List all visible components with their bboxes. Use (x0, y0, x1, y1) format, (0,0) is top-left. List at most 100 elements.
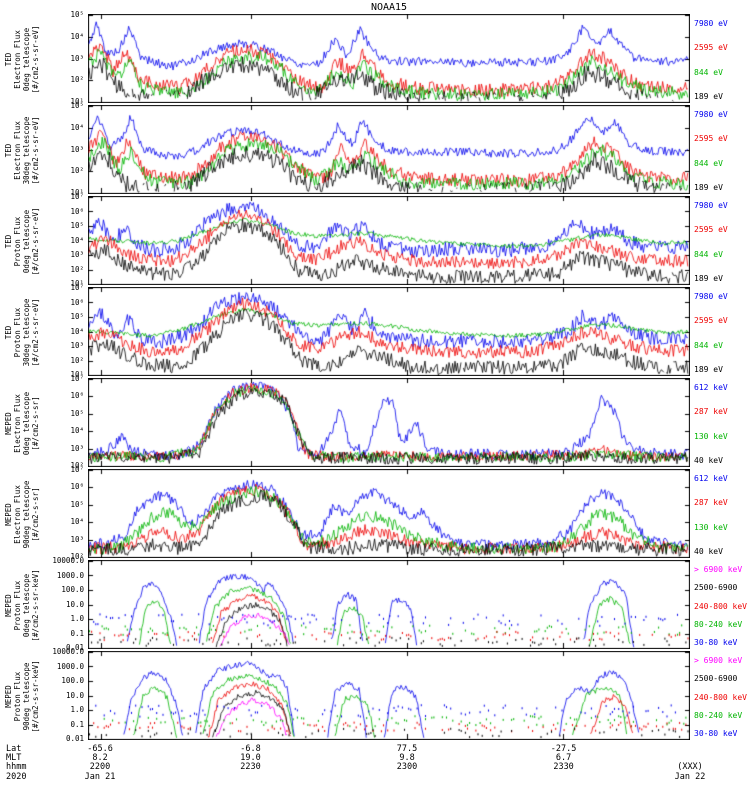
y-tick-label: 10⁴ (70, 517, 84, 527)
legend-label: 7980 eV (694, 19, 728, 28)
y-tick-label: 10⁴ (70, 122, 84, 132)
y-tick-label: 10000.0 (52, 556, 84, 565)
ylabel-line: Proton Flux (13, 671, 22, 722)
y-tick-label: 10² (70, 552, 84, 561)
legend-label: > 6900 keV (694, 656, 743, 665)
legend-label: 287 keV (694, 498, 728, 508)
x-tick-mlt-label: 9.8 (399, 753, 415, 763)
y-tick-label: 10³ (70, 144, 84, 154)
panel-ylabel-text: TED Proton Flux 0deg telescope [#/cm2-s-sr-… (4, 196, 42, 287)
ylabel-line: TED (4, 143, 13, 158)
panel-ylabel-ted-electron-0deg: TED Electron Flux 0deg telescope [#/cm2-s-s… (4, 14, 42, 105)
ylabel-line: Electron Flux (13, 485, 22, 544)
legend-label: 612 keV (694, 383, 728, 392)
x-tick-hhmm-label: 2230 (240, 762, 261, 772)
ylabel-line: [#/cm2-s-sr] (31, 487, 40, 542)
ylabel-line: [#/cm2-s-sr-keV] (31, 660, 40, 733)
legend-label: 80-240 keV (694, 710, 743, 720)
ylabel-line: [#/cm2-s-sr-eV] (31, 116, 40, 185)
panel-ted-electron-0deg: TED Electron Flux 0deg telescope [#/cm2-s-s… (0, 10, 750, 106)
ylabel-line: 0deg telescope (22, 391, 31, 456)
x-tick-date-label: Jan 21 (84, 772, 116, 782)
panel-ylabel-text: MEPED Proton Flux 90deg telescope [#/cm2-s-… (4, 651, 42, 742)
plot-canvas-meped-electron-0deg (88, 378, 690, 467)
x-tick-mlt-label: 19.0 (240, 753, 261, 763)
ylabel-line: Electron Flux (13, 394, 22, 453)
panel-ylabel-meped-proton-0deg: MEPED Proton Flux 0deg telescope [#/cm2-s-s… (4, 560, 42, 651)
legend-label: 40 keV (694, 547, 723, 556)
ylabel-line: MEPED (4, 685, 13, 708)
plot-canvas-ted-electron-0deg (88, 14, 690, 103)
y-tick-label: 0.01 (65, 734, 84, 743)
ylabel-line: Proton Flux (13, 580, 22, 631)
panel-ted-electron-30deg: TED Electron Flux 30deg telescope [#/cm2-s-… (0, 102, 750, 197)
legend-label: 30-80 keV (694, 729, 738, 738)
panel-ylabel-text: TED Electron Flux 0deg telescope [#/cm2-s-s… (4, 14, 42, 105)
y-tick-label: 10⁶ (70, 391, 84, 401)
panel-meped-electron-0deg: MEPED Electron Flux 0deg telescope [#/cm2-s… (0, 375, 750, 470)
legend-label: 2595 eV (694, 225, 728, 235)
legend-label: 2500-6900 (694, 674, 738, 684)
legend-label: 7980 eV (694, 201, 728, 210)
panel-meped-proton-0deg: MEPED Proton Flux 0deg telescope [#/cm2-s-s… (0, 556, 750, 652)
y-tick-label: 1.0 (70, 705, 84, 714)
legend-label: 130 keV (694, 431, 728, 441)
y-tick-label: 10⁶ (70, 482, 84, 492)
panel-ylabel-text: TED Electron Flux 30deg telescope [#/cm2-s-… (4, 105, 42, 196)
y-tick-label: 10⁵ (70, 408, 84, 418)
ylabel-line: [#/cm2-s-sr-keV] (31, 569, 40, 642)
ylabel-line: TED (4, 52, 13, 67)
y-tick-label: 10³ (70, 341, 84, 350)
legend-label: 2500-6900 (694, 583, 738, 593)
x-tick-date-label: Jan 22 (674, 772, 706, 782)
y-tick-label: 10¹ (70, 188, 84, 197)
legend-label: 2595 eV (694, 316, 728, 326)
y-tick-label: 10¹ (70, 370, 84, 379)
panel-ylabel-meped-electron-90deg: MEPED Electron Flux 90deg telescope [#/cm2-… (4, 469, 42, 560)
legend-label: 7980 eV (694, 292, 728, 301)
x-tick-lat-label: -6.8 (240, 744, 261, 754)
legend-label: 189 eV (694, 92, 723, 101)
y-tick-label: 1000.0 (56, 570, 84, 580)
y-tick-label: 10³ (70, 443, 84, 453)
y-tick-label: 10⁶ (70, 206, 84, 216)
legend-label: 40 keV (694, 456, 723, 465)
legend-label: 240-800 keV (694, 692, 747, 702)
y-tick-label: 10⁵ (70, 10, 84, 19)
y-tick-label: 10000.0 (52, 647, 84, 656)
y-tick-label: 1000.0 (56, 661, 84, 671)
ylabel-line: 30deg telescope (22, 298, 31, 367)
ylabel-line: [#/cm2-s-sr-eV] (31, 25, 40, 94)
panel-ted-proton-0deg: TED Proton Flux 0deg telescope [#/cm2-s-sr-… (0, 193, 750, 288)
legend-label: 189 eV (694, 274, 723, 283)
plot-canvas-meped-proton-90deg (88, 651, 690, 740)
y-tick-label: 10⁴ (70, 31, 84, 41)
panel-ylabel-text: MEPED Electron Flux 0deg telescope [#/cm2-s… (4, 378, 42, 469)
ylabel-line: 0deg telescope (22, 573, 31, 638)
plot-canvas-ted-proton-0deg (88, 196, 690, 285)
ylabel-line: [#/cm2-s-sr-eV] (31, 207, 40, 276)
ylabel-line: Proton Flux (13, 307, 22, 358)
x-tick-lat-label: -65.6 (87, 744, 113, 754)
legend-label: 189 eV (694, 183, 723, 192)
y-tick-label: 10.0 (65, 599, 84, 609)
legend-label: 2595 eV (694, 43, 728, 53)
y-tick-label: 0.1 (70, 719, 84, 729)
panels: TED Electron Flux 0deg telescope [#/cm2-s-s… (0, 10, 750, 743)
panel-ylabel-ted-proton-30deg: TED Proton Flux 30deg telescope [#/cm2-s-sr… (4, 287, 42, 378)
y-tick-label: 10³ (70, 53, 84, 63)
x-tick-hhmm-label: 2200 (89, 762, 111, 772)
ylabel-line: [#/cm2-s-sr-eV] (31, 298, 40, 367)
y-tick-label: 10⁷ (70, 465, 84, 474)
legend-label: > 6900 keV (694, 565, 743, 574)
ylabel-line: MEPED (4, 412, 13, 435)
panel-meped-proton-90deg: MEPED Proton Flux 90deg telescope [#/cm2-s-… (0, 647, 750, 743)
ylabel-line: 90deg telescope (22, 662, 31, 731)
y-tick-label: 0.1 (70, 628, 84, 638)
panel-ted-proton-30deg: TED Proton Flux 30deg telescope [#/cm2-s-sr… (0, 284, 750, 379)
ylabel-line: 30deg telescope (22, 116, 31, 185)
panel-meped-electron-90deg: MEPED Electron Flux 90deg telescope [#/cm2-… (0, 465, 750, 561)
y-tick-label: 0.01 (65, 643, 84, 652)
x-axis-row-label: MLT (6, 753, 22, 763)
